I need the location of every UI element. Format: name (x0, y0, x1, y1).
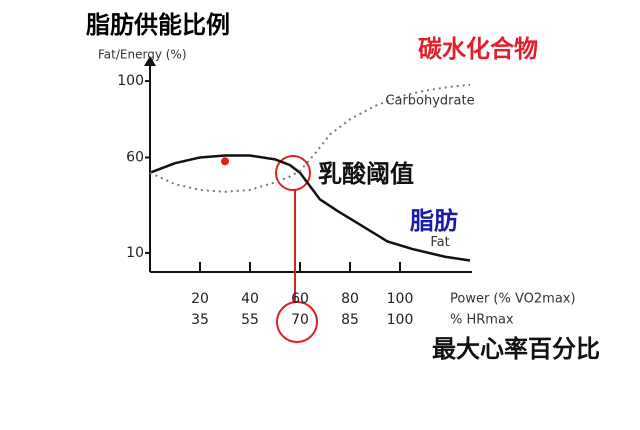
series-label: Carbohydrate (385, 93, 474, 108)
threshold-annotation: 乳酸阈值 (318, 160, 414, 188)
x-tick-label: 80 (341, 291, 359, 307)
y-axis-arrow (144, 56, 156, 66)
marker-point (221, 157, 229, 166)
x2-axis-label: % HRmax (450, 313, 514, 328)
x-axis-label: Power (% VO2max) (450, 292, 576, 307)
series-line (149, 83, 471, 193)
x2-tick-label: 70 (291, 312, 309, 328)
x-tick-label: 40 (241, 291, 259, 307)
x-tick-label: 100 (387, 291, 414, 307)
x-tick-label: 20 (191, 291, 209, 307)
y-tick-label: 100 (117, 73, 144, 89)
y-tick-label: 10 (126, 245, 144, 261)
threshold-circle (275, 155, 311, 191)
hr-circle (276, 301, 318, 343)
chart-title: 脂肪供能比例 (86, 11, 230, 39)
y-axis-label: Fat/Energy (%) (98, 48, 187, 62)
carb-annotation: 碳水化合物 (418, 35, 538, 63)
series-label: Fat (430, 235, 449, 250)
series-line (149, 154, 471, 262)
x2-tick-label: 35 (191, 312, 209, 328)
x-tick-label: 60 (291, 291, 309, 307)
y-tick-label: 60 (126, 149, 144, 165)
x2-tick-label: 85 (341, 312, 359, 328)
x2-tick-label: 55 (241, 312, 259, 328)
hr-annotation: 最大心率百分比 (432, 335, 600, 363)
x2-tick-label: 100 (387, 312, 414, 328)
fat-annotation: 脂肪 (410, 207, 458, 235)
